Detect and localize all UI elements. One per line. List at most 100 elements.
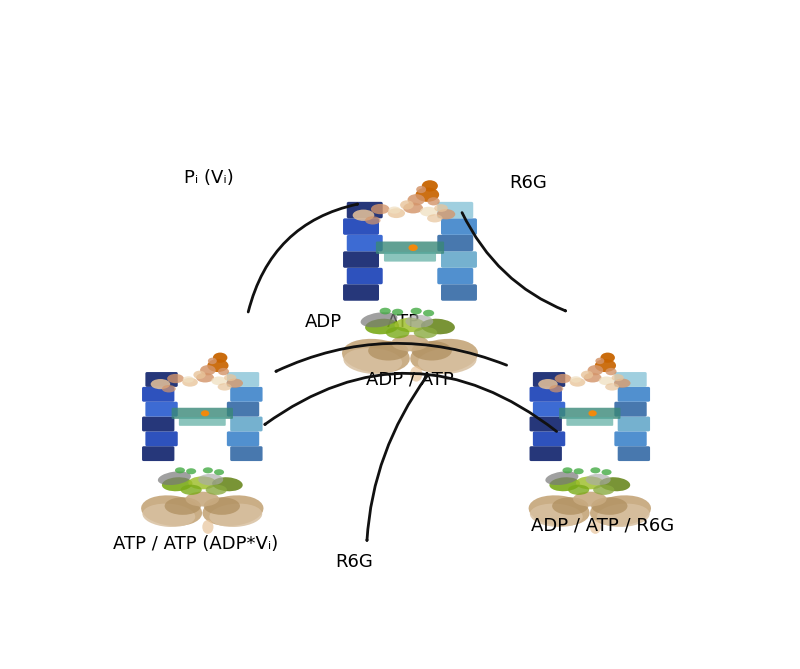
FancyBboxPatch shape	[614, 372, 646, 387]
Ellipse shape	[142, 504, 195, 527]
FancyBboxPatch shape	[566, 417, 614, 426]
Ellipse shape	[380, 308, 390, 314]
Ellipse shape	[188, 476, 216, 489]
Ellipse shape	[437, 209, 455, 219]
FancyBboxPatch shape	[230, 446, 262, 461]
FancyBboxPatch shape	[533, 401, 566, 417]
Ellipse shape	[410, 366, 422, 381]
Ellipse shape	[353, 209, 374, 221]
FancyBboxPatch shape	[376, 242, 444, 254]
FancyBboxPatch shape	[530, 387, 562, 401]
Ellipse shape	[576, 476, 604, 489]
Ellipse shape	[434, 204, 448, 212]
Ellipse shape	[343, 348, 402, 374]
Ellipse shape	[593, 485, 614, 495]
Ellipse shape	[427, 214, 442, 223]
Ellipse shape	[529, 495, 590, 526]
Ellipse shape	[530, 504, 582, 527]
Ellipse shape	[200, 365, 216, 375]
Ellipse shape	[422, 180, 438, 191]
Ellipse shape	[202, 495, 263, 526]
FancyBboxPatch shape	[614, 432, 646, 446]
Ellipse shape	[409, 244, 418, 251]
Ellipse shape	[394, 318, 426, 332]
Ellipse shape	[554, 374, 571, 383]
FancyBboxPatch shape	[384, 252, 436, 262]
FancyBboxPatch shape	[346, 202, 382, 218]
Ellipse shape	[550, 477, 580, 491]
Ellipse shape	[601, 353, 615, 363]
Ellipse shape	[568, 485, 590, 495]
FancyBboxPatch shape	[179, 417, 226, 426]
Ellipse shape	[605, 383, 619, 391]
Ellipse shape	[365, 318, 399, 334]
Ellipse shape	[194, 371, 206, 379]
Ellipse shape	[403, 203, 423, 213]
Text: Pᵢ (Vᵢ): Pᵢ (Vᵢ)	[184, 169, 234, 187]
FancyBboxPatch shape	[230, 417, 262, 432]
Ellipse shape	[590, 495, 651, 526]
FancyBboxPatch shape	[146, 401, 178, 417]
Ellipse shape	[587, 365, 603, 375]
Ellipse shape	[196, 373, 214, 383]
Ellipse shape	[198, 474, 223, 486]
FancyArrowPatch shape	[248, 204, 358, 312]
Ellipse shape	[212, 477, 242, 491]
Ellipse shape	[371, 204, 390, 214]
Ellipse shape	[611, 374, 624, 381]
Ellipse shape	[410, 339, 478, 373]
Ellipse shape	[600, 477, 630, 491]
Ellipse shape	[570, 376, 582, 383]
Ellipse shape	[427, 197, 440, 205]
Text: ADP: ADP	[305, 313, 342, 331]
FancyBboxPatch shape	[142, 387, 174, 401]
FancyBboxPatch shape	[441, 218, 477, 235]
Ellipse shape	[406, 315, 434, 328]
Ellipse shape	[213, 353, 227, 363]
Ellipse shape	[182, 376, 194, 383]
Ellipse shape	[165, 497, 201, 515]
Ellipse shape	[208, 358, 217, 364]
Ellipse shape	[210, 504, 262, 527]
Ellipse shape	[614, 379, 630, 388]
FancyBboxPatch shape	[530, 446, 562, 461]
Ellipse shape	[570, 378, 586, 387]
Ellipse shape	[218, 368, 229, 375]
FancyBboxPatch shape	[530, 417, 562, 432]
Ellipse shape	[365, 216, 381, 225]
Ellipse shape	[598, 377, 614, 385]
Ellipse shape	[201, 410, 210, 416]
Ellipse shape	[597, 504, 650, 527]
FancyBboxPatch shape	[343, 284, 379, 301]
FancyBboxPatch shape	[142, 417, 174, 432]
FancyArrowPatch shape	[367, 376, 427, 541]
FancyArrowPatch shape	[462, 213, 566, 311]
Ellipse shape	[590, 520, 601, 534]
Ellipse shape	[407, 194, 425, 205]
Ellipse shape	[589, 410, 597, 416]
Ellipse shape	[202, 520, 214, 534]
FancyBboxPatch shape	[227, 432, 259, 446]
Ellipse shape	[595, 359, 616, 372]
FancyBboxPatch shape	[441, 252, 477, 268]
FancyArrowPatch shape	[265, 373, 557, 432]
Ellipse shape	[590, 468, 601, 474]
Ellipse shape	[342, 339, 410, 373]
Ellipse shape	[141, 495, 202, 526]
Ellipse shape	[415, 187, 439, 202]
FancyBboxPatch shape	[142, 446, 174, 461]
Ellipse shape	[182, 378, 198, 387]
Ellipse shape	[388, 207, 401, 213]
FancyBboxPatch shape	[438, 235, 474, 252]
Ellipse shape	[423, 310, 434, 316]
Ellipse shape	[224, 374, 236, 381]
Ellipse shape	[218, 383, 231, 391]
Ellipse shape	[420, 207, 438, 217]
Ellipse shape	[573, 492, 606, 506]
Ellipse shape	[186, 492, 219, 506]
Ellipse shape	[595, 358, 604, 364]
Ellipse shape	[206, 485, 227, 495]
Ellipse shape	[591, 497, 627, 515]
Ellipse shape	[388, 208, 405, 218]
Ellipse shape	[186, 468, 196, 474]
